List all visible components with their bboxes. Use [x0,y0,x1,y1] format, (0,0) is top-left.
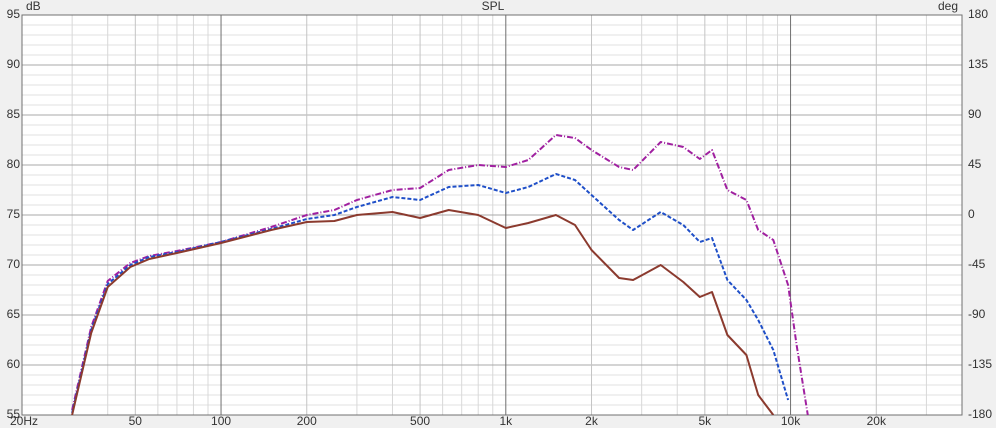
x-tick-label: 200 [297,414,317,428]
x-tick-label: 20Hz [10,414,38,428]
y-tick-label: 65 [7,307,21,321]
y-tick-label: 95 [7,7,21,21]
y2-tick-label: 90 [968,107,982,121]
y-tick-label: 70 [7,257,21,271]
y2-tick-label: 0 [968,207,975,221]
y2-unit: deg [938,0,958,13]
y-tick-label: 85 [7,107,21,121]
x-tick-label: 10k [781,414,801,428]
plot-frame [21,14,963,416]
x-tick-label: 20k [867,414,887,428]
x-tick-label: 500 [410,414,430,428]
y2-tick-label: 180 [968,7,988,21]
series-line [71,209,775,415]
y2-tick-label: -180 [968,407,992,421]
y-unit: dB [26,0,41,13]
y2-tick-label: 135 [968,57,988,71]
y-tick-label: 55 [7,407,21,421]
y2-tick-label: 45 [968,157,982,171]
x-tick-label: 100 [211,414,231,428]
y2-tick-label: -90 [968,307,986,321]
x-tick-label: 5k [698,414,712,428]
chart-title: SPL [482,0,505,13]
y-tick-label: 75 [7,207,21,221]
y-tick-label: 60 [7,357,21,371]
x-tick-label: 2k [585,414,599,428]
x-tick-label: 50 [129,414,143,428]
y2-tick-label: -45 [968,257,986,271]
y-tick-label: 80 [7,157,21,171]
y2-tick-label: -135 [968,357,992,371]
y-tick-label: 90 [7,57,21,71]
x-tick-label: 1k [499,414,513,428]
